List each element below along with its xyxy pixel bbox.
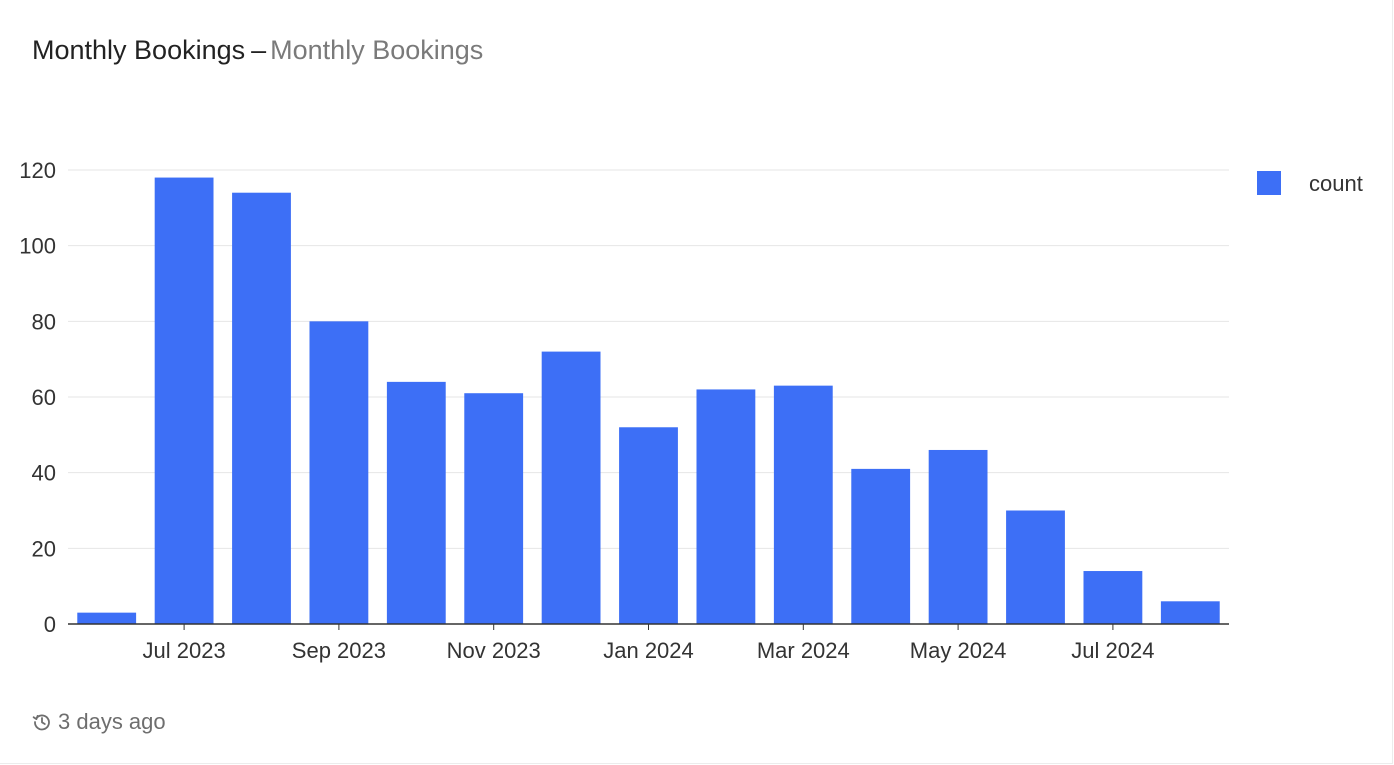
title-main: Monthly Bookings xyxy=(32,35,246,65)
x-tick-label: Jul 2024 xyxy=(1071,638,1154,663)
bar xyxy=(619,427,678,624)
bar xyxy=(541,351,601,624)
title-subtitle: Monthly Bookings xyxy=(270,35,484,65)
bar xyxy=(1160,601,1220,624)
legend-label: count xyxy=(1309,171,1363,196)
y-tick-label: 80 xyxy=(32,309,56,334)
bar xyxy=(232,192,291,624)
title-separator: – xyxy=(251,35,267,65)
x-tick-label: Jul 2023 xyxy=(143,638,226,663)
x-tick-label: Sep 2023 xyxy=(292,638,386,663)
bar xyxy=(309,321,369,624)
last-updated: 3 days ago xyxy=(32,709,166,735)
y-tick-label: 20 xyxy=(32,536,56,561)
y-tick-label: 120 xyxy=(19,158,56,183)
legend-swatch xyxy=(1257,171,1281,195)
last-updated-text: 3 days ago xyxy=(58,709,166,734)
x-tick-label: Mar 2024 xyxy=(757,638,850,663)
y-tick-label: 40 xyxy=(32,461,56,486)
y-tick-label: 60 xyxy=(32,385,56,410)
bar xyxy=(851,468,911,624)
x-tick-label: Jan 2024 xyxy=(603,638,694,663)
bar xyxy=(1083,571,1143,624)
bar xyxy=(696,389,756,624)
bar xyxy=(773,385,833,624)
y-tick-label: 0 xyxy=(44,612,56,637)
bar xyxy=(1006,510,1065,624)
chart-title: Monthly Bookings – Monthly Bookings xyxy=(32,32,483,68)
bar-chart: 0 20 40 60 80 100 120 Jul 2023 Sep 2023 Nov 2023 J… xyxy=(19,158,1363,663)
bar xyxy=(464,393,524,624)
y-tick-label: 100 xyxy=(19,234,56,259)
x-tick-label: May 2024 xyxy=(910,638,1007,663)
bar xyxy=(928,449,988,624)
history-icon xyxy=(32,712,52,732)
bar xyxy=(77,612,137,624)
bar xyxy=(386,381,446,624)
x-tick-label: Nov 2023 xyxy=(447,638,541,663)
bar xyxy=(154,177,214,625)
